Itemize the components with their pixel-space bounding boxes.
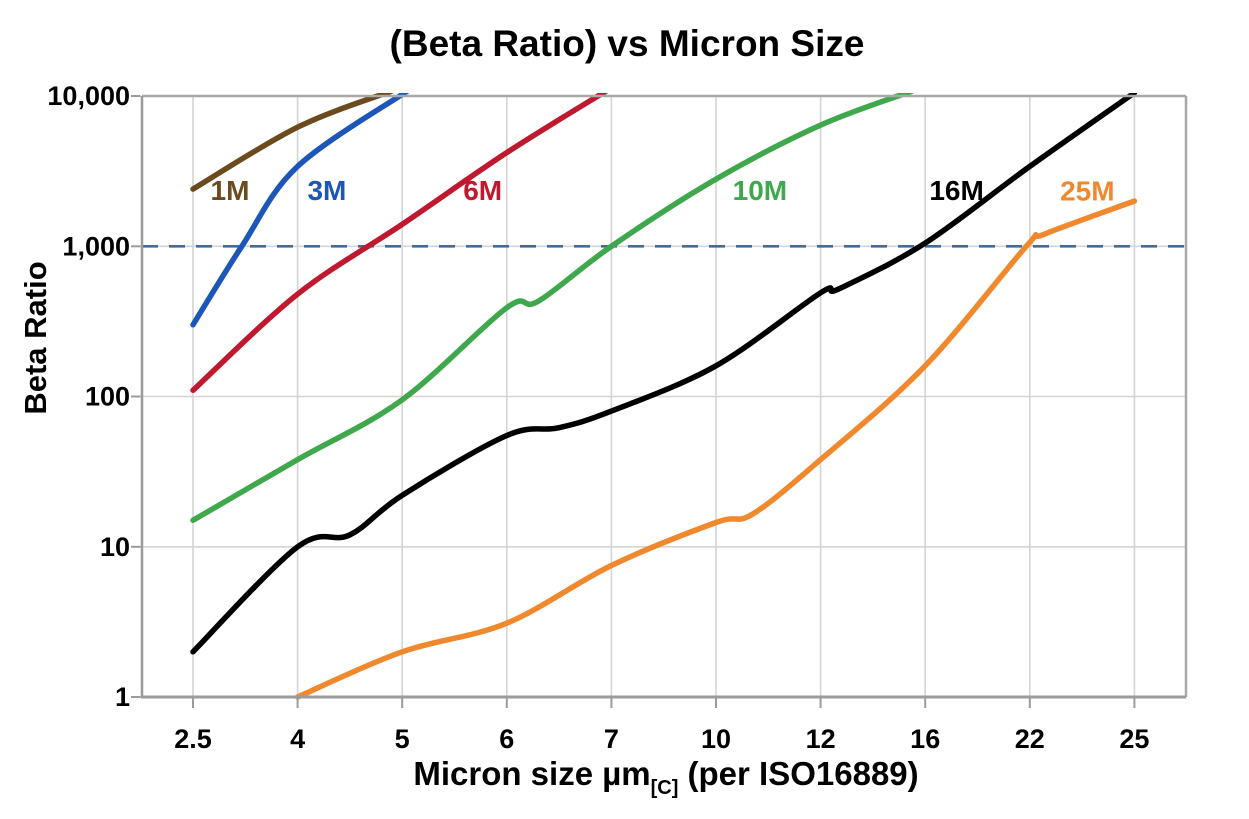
series-line-25M (294, 198, 1138, 700)
curve-labels-layer: 1M 3M 6M 10M 16M 25M (211, 175, 1115, 207)
series-label-10M: 10M (733, 175, 787, 206)
x-tick-label-6: 6 (499, 724, 514, 754)
series-line-1M (190, 93, 394, 192)
grid-layer (142, 96, 1186, 697)
x-tick-label-12: 12 (806, 724, 836, 754)
series-line-3M (190, 93, 410, 328)
x-tick-label-22: 22 (1015, 724, 1045, 754)
tick-layer: 2.5 4 5 6 7 10 12 16 22 25 1 10 100 1,000 10,000 (47, 81, 1149, 754)
y-tick-label-100: 100 (85, 382, 130, 412)
y-axis-title: Beta Ratio (18, 261, 53, 414)
series-label-16M: 16M (929, 175, 983, 206)
x-tick-label-25: 25 (1119, 724, 1149, 754)
x-tick-label-5: 5 (395, 724, 410, 754)
x-tick-label-2.5: 2.5 (174, 724, 212, 754)
series-line-6M (190, 93, 609, 394)
plot-frame-layer (140, 94, 1188, 699)
x-tick-label-7: 7 (604, 724, 619, 754)
x-axis-title-rest: (per ISO16889) (678, 755, 918, 792)
y-tick-label-10000: 10,000 (47, 81, 130, 111)
chart-title: (Beta Ratio) vs Micron Size (390, 23, 865, 64)
series-label-25M: 25M (1060, 176, 1114, 207)
y-tick-label-10: 10 (100, 532, 130, 562)
series-line-16M (190, 93, 1138, 655)
y-tick-label-1: 1 (115, 682, 130, 712)
x-tick-label-10: 10 (701, 724, 731, 754)
x-axis-title-main: Micron size µm (413, 755, 650, 792)
x-axis-title-subscript: [C] (651, 777, 679, 799)
curves-layer (190, 93, 1138, 700)
series-label-1M: 1M (211, 175, 250, 206)
y-tick-label-1000: 1,000 (62, 231, 130, 261)
x-tick-label-4: 4 (290, 724, 305, 754)
series-label-3M: 3M (307, 175, 346, 206)
x-axis-title: Micron size µm[C] (per ISO16889) (413, 755, 918, 799)
series-label-6M: 6M (463, 175, 502, 206)
series-line-10M (190, 93, 914, 524)
x-tick-label-16: 16 (910, 724, 940, 754)
